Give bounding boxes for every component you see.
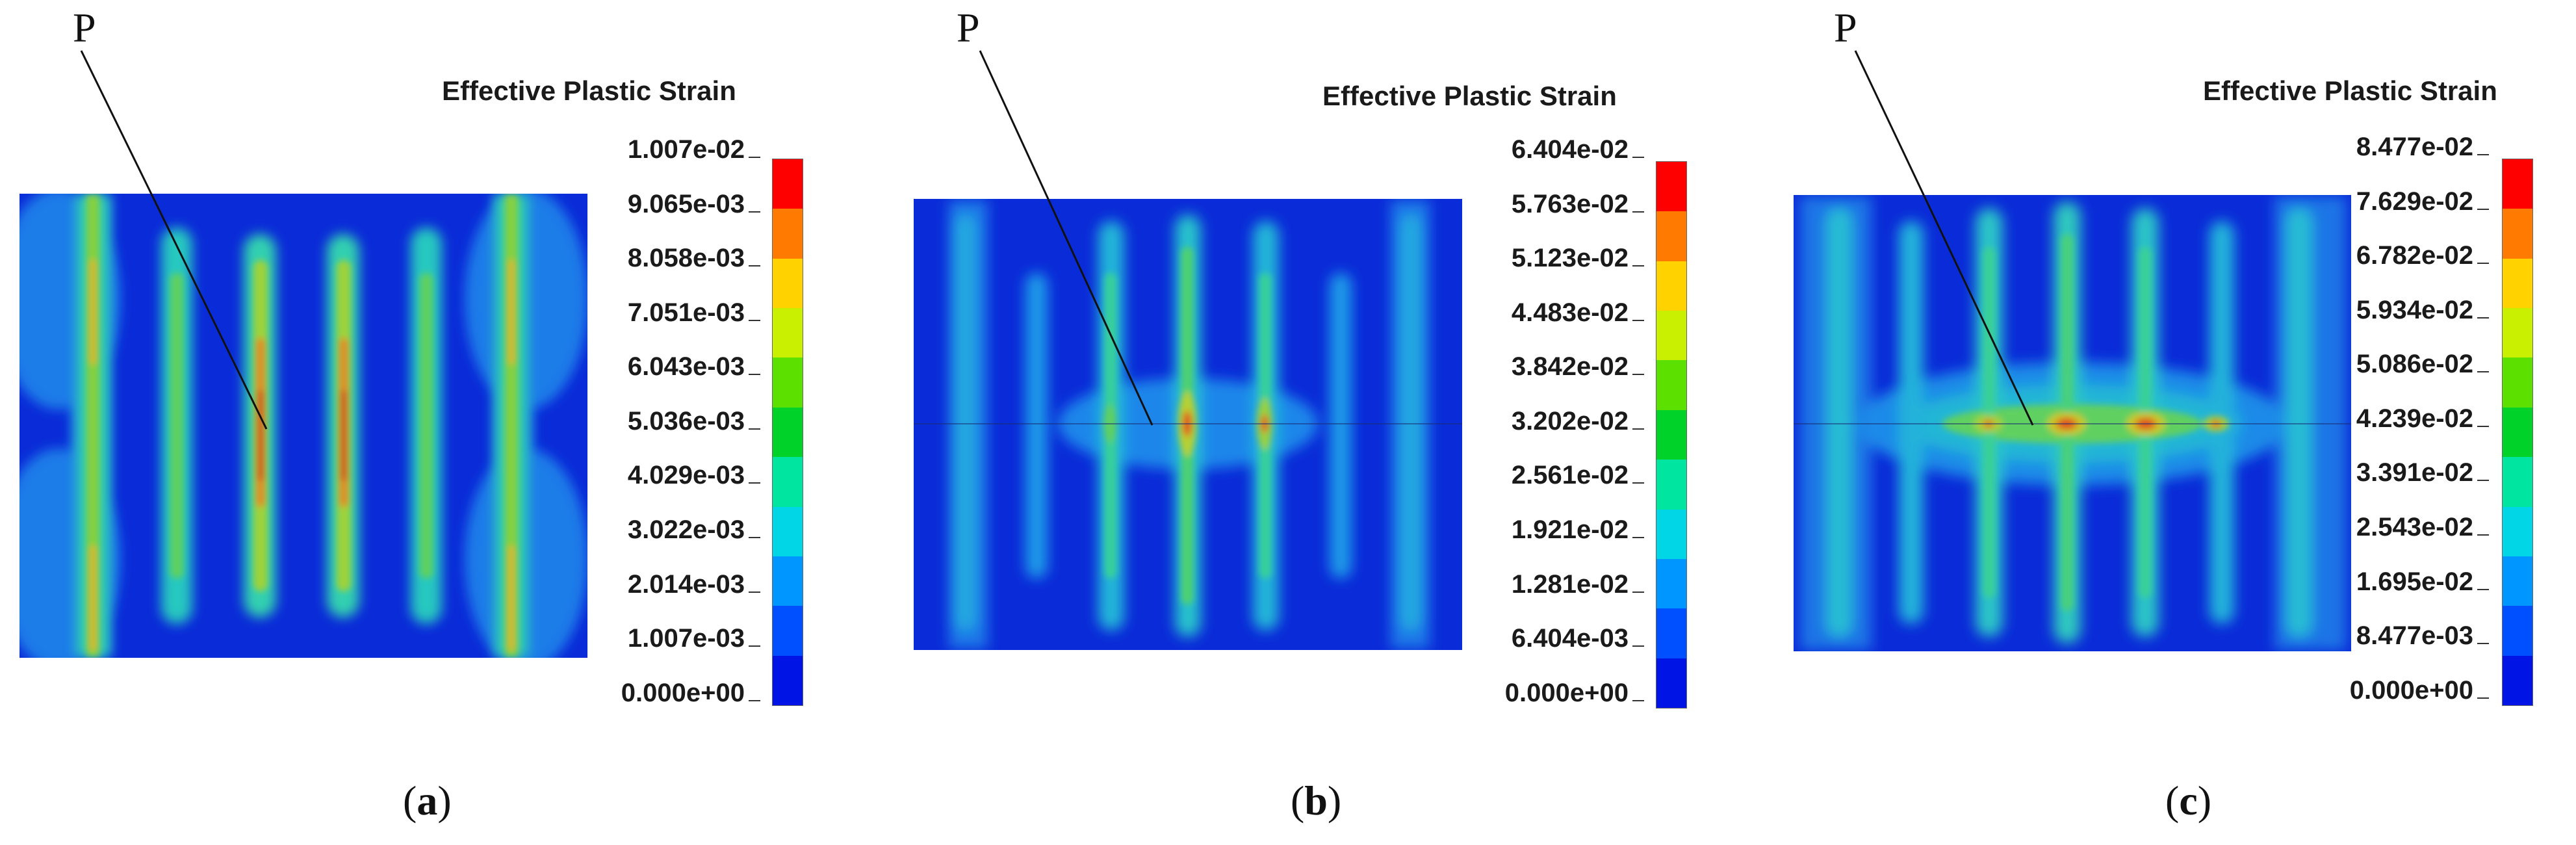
colorbar-segment [2503,457,2532,507]
legend-value-label: 1.695e-02 [2294,567,2489,597]
colorbar-segment [2503,606,2532,656]
colorbar-segment [773,209,803,259]
legend-value-label: 0.000e+00 [1449,679,1644,708]
legend-value-label: 8.477e-02 [2294,133,2489,162]
legend-value-label: 4.239e-02 [2294,404,2489,434]
legend-value-label: 2.561e-02 [1449,461,1644,490]
legend-value-label: 7.629e-02 [2294,187,2489,216]
colorbar-segment [1656,311,1686,361]
legend-value-label: 6.782e-02 [2294,241,2489,270]
legend-value-label: 3.022e-03 [565,515,760,545]
colorbar-segment [2503,407,2532,458]
legend-value-label: 3.842e-02 [1449,352,1644,382]
legend-value-label: 4.483e-02 [1449,298,1644,328]
legend-value-label: 5.934e-02 [2294,296,2489,325]
colorbar-segment [2503,209,2532,259]
colorbar-segment [1656,460,1686,510]
colorbar-segment [2503,655,2532,705]
legend-value-label: 1.281e-02 [1449,570,1644,599]
legend-value-label: 6.404e-03 [1449,624,1644,653]
contour-plot-c [1794,50,2351,651]
colorbar-segment [2503,159,2532,209]
contour-plot-b [914,50,1462,650]
colorbar-segment [2503,506,2532,556]
panel-a: P Effective Plastic Strain (a) 1.007e-02… [0,0,845,845]
panel-b: P Effective Plastic Strain (b) 6.404e-02… [884,0,1729,845]
legend-value-label: 3.391e-02 [2294,458,2489,488]
colorbar-segment [1656,558,1686,609]
legend-value-label: 5.086e-02 [2294,350,2489,379]
contour-plot-a [19,50,587,658]
colorbar-segment [1656,658,1686,708]
legend-value-label: 7.051e-03 [565,298,760,328]
colorbar-segment [773,258,803,309]
colorbar-c [2502,159,2533,706]
colorbar-segment [773,308,803,358]
colorbar-segment [1656,360,1686,410]
colorbar-segment [2503,358,2532,408]
legend-value-label: 6.043e-03 [565,352,760,382]
point-label-c: P [1834,5,1857,51]
colorbar-a [772,159,803,706]
legend-title-a: Effective Plastic Strain [442,75,736,106]
colorbar-b [1656,161,1687,708]
legend-value-label: 1.921e-02 [1449,515,1644,545]
legend-value-label: 3.202e-02 [1449,407,1644,436]
colorbar-segment [2503,556,2532,606]
panel-c: P Effective Plastic Strain (c) 8.477e-02… [1761,0,2576,845]
point-label-a: P [73,5,96,51]
legend-value-label: 2.014e-03 [565,570,760,599]
colorbar-segment [773,655,803,705]
legend-value-label: 8.058e-03 [565,244,760,273]
colorbar-segment [1656,261,1686,311]
caption-b: (b) [1291,777,1342,824]
caption-a: (a) [403,777,452,824]
colorbar-segment [1656,509,1686,559]
legend-value-label: 0.000e+00 [565,679,760,708]
legend-value-label: 8.477e-03 [2294,621,2489,651]
legend-value-label: 0.000e+00 [2294,676,2489,705]
colorbar-segment [1656,162,1686,212]
legend-value-label: 5.763e-02 [1449,190,1644,219]
colorbar-segment [773,457,803,507]
colorbar-segment [2503,258,2532,309]
legend-title-b: Effective Plastic Strain [1322,81,1617,111]
pointer-line-c [1854,50,2034,426]
colorbar-segment [773,606,803,656]
legend-value-label: 4.029e-03 [565,461,760,490]
colorbar-segment [773,159,803,209]
pointer-line-b [979,50,1153,426]
legend-value-label: 5.123e-02 [1449,244,1644,273]
legend-value-label: 1.007e-02 [565,135,760,164]
colorbar-segment [773,506,803,556]
legend-value-label: 6.404e-02 [1449,135,1644,164]
colorbar-segment [2503,308,2532,358]
legend-value-label: 1.007e-03 [565,624,760,653]
legend-value-label: 9.065e-03 [565,190,760,219]
colorbar-segment [773,407,803,458]
colorbar-segment [773,358,803,408]
colorbar-segment [773,556,803,606]
caption-c: (c) [2165,777,2212,824]
colorbar-segment [1656,608,1686,658]
point-label-b: P [957,5,980,51]
legend-value-label: 5.036e-03 [565,407,760,436]
colorbar-segment [1656,410,1686,460]
pointer-line-a [80,50,268,430]
legend-value-label: 2.543e-02 [2294,513,2489,542]
colorbar-segment [1656,211,1686,261]
legend-title-c: Effective Plastic Strain [2203,75,2497,106]
